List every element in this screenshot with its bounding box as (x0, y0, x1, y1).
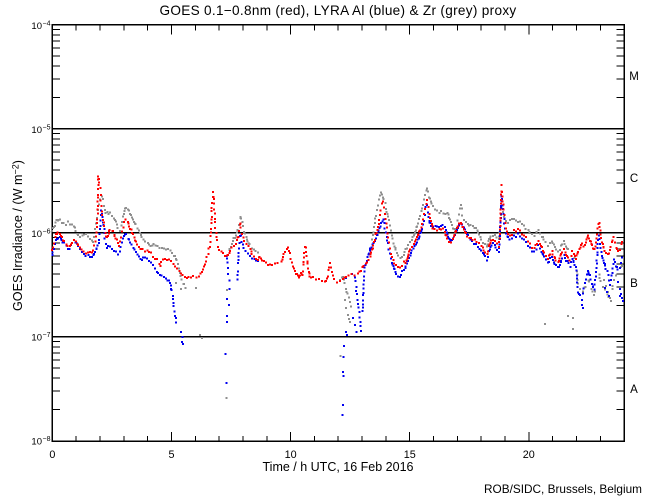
svg-text:10: 10 (31, 437, 42, 448)
svg-text:5: 5 (168, 449, 174, 461)
svg-text:−6: −6 (43, 228, 51, 235)
svg-text:10: 10 (31, 125, 42, 136)
svg-text:10: 10 (31, 229, 42, 240)
svg-text:0: 0 (49, 449, 55, 461)
svg-text:−4: −4 (43, 21, 51, 28)
svg-text:15: 15 (404, 449, 416, 461)
svg-text:−8: −8 (43, 436, 51, 443)
svg-text:GOES 0.1−0.8nm (red), LYRA Al: GOES 0.1−0.8nm (red), LYRA Al (blue) & Z… (159, 3, 516, 18)
svg-text:C: C (630, 173, 638, 185)
svg-text:B: B (630, 278, 638, 290)
svg-text:20: 20 (523, 449, 535, 461)
svg-text:A: A (630, 384, 638, 396)
svg-text:10: 10 (31, 21, 42, 32)
svg-text:−7: −7 (43, 332, 51, 339)
svg-text:−5: −5 (43, 125, 51, 132)
svg-text:ROB/SIDC, Brussels, Belgium: ROB/SIDC, Brussels, Belgium (484, 482, 642, 496)
svg-text:M: M (629, 71, 639, 83)
svg-text:Time / h UTC, 16 Feb 2016: Time / h UTC, 16 Feb 2016 (263, 460, 414, 474)
svg-text:10: 10 (285, 449, 297, 461)
svg-text:10: 10 (31, 333, 42, 344)
svg-text:GOES Irradiance / (W m−2): GOES Irradiance / (W m−2) (11, 160, 26, 311)
